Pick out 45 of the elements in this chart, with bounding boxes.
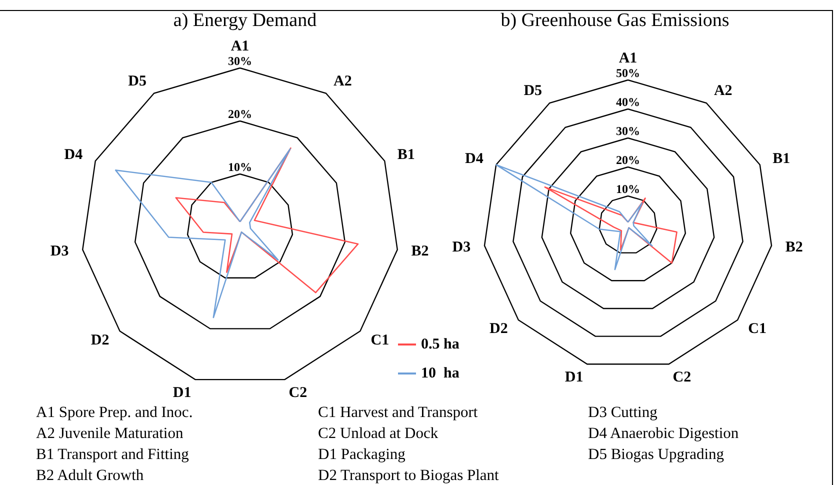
y-tick-label: 20% [228, 107, 252, 121]
spoke-label: B2 [785, 240, 803, 256]
spoke-label: C1 [748, 321, 767, 338]
text: A1 Spore Prep. and Inoc. [36, 404, 194, 423]
spoke-label: A2 [334, 73, 352, 90]
y-tick-label: 50% [616, 66, 640, 80]
spoke-label: D4 [64, 147, 84, 164]
spoke-label: D1 [172, 384, 192, 401]
chart-title: b) Greenhouse Gas Emissions [500, 10, 730, 31]
spoke-label: C2 [288, 384, 308, 401]
text: C1 Harvest and Transport [318, 404, 479, 423]
spoke-label: D2 [489, 321, 508, 338]
spoke-label: D5 [524, 83, 542, 100]
text: D5 Biogas Upgrading [588, 446, 726, 465]
text: B2 Adult Growth [36, 467, 145, 485]
spoke-label: D5 [128, 73, 146, 90]
y-tick-label: 10% [616, 182, 640, 196]
y-tick-label: 40% [616, 95, 640, 109]
spoke-label: B2 [411, 244, 429, 260]
text: D4 Anaerobic Digestion [588, 425, 740, 444]
spoke-label: D3 [50, 244, 69, 260]
spoke-label: D1 [564, 370, 584, 386]
text: B1 Transport and Fitting [36, 446, 190, 465]
legend-label: 10 ha [421, 366, 460, 382]
spoke-label: D2 [90, 332, 110, 348]
text: D3 Cutting [588, 404, 658, 423]
text: A2 Juvenile Maturation [36, 425, 184, 444]
text: D1 Packaging [318, 446, 406, 465]
y-tick-label: 20% [616, 153, 640, 167]
legend-label: 0.5 ha [421, 336, 460, 352]
spoke-label: A2 [714, 83, 732, 100]
y-tick-label: 10% [228, 160, 252, 174]
y-tick-label: 30% [616, 124, 640, 138]
spoke-label: A1 [230, 38, 250, 54]
spoke-label: D4 [465, 150, 484, 167]
spoke-label: B1 [397, 147, 415, 164]
spoke-label: C1 [370, 332, 390, 348]
spoke-label: D3 [452, 240, 471, 256]
text: C2 Unload at Dock [318, 425, 440, 444]
spoke-label: C2 [672, 370, 692, 386]
spoke-label: A1 [618, 50, 638, 66]
text: D2 Transport to Biogas Plant [318, 467, 500, 485]
spoke-label: B1 [772, 150, 790, 167]
y-tick-label: 30% [228, 54, 252, 68]
chart-title: a) Energy Demand [173, 10, 318, 31]
